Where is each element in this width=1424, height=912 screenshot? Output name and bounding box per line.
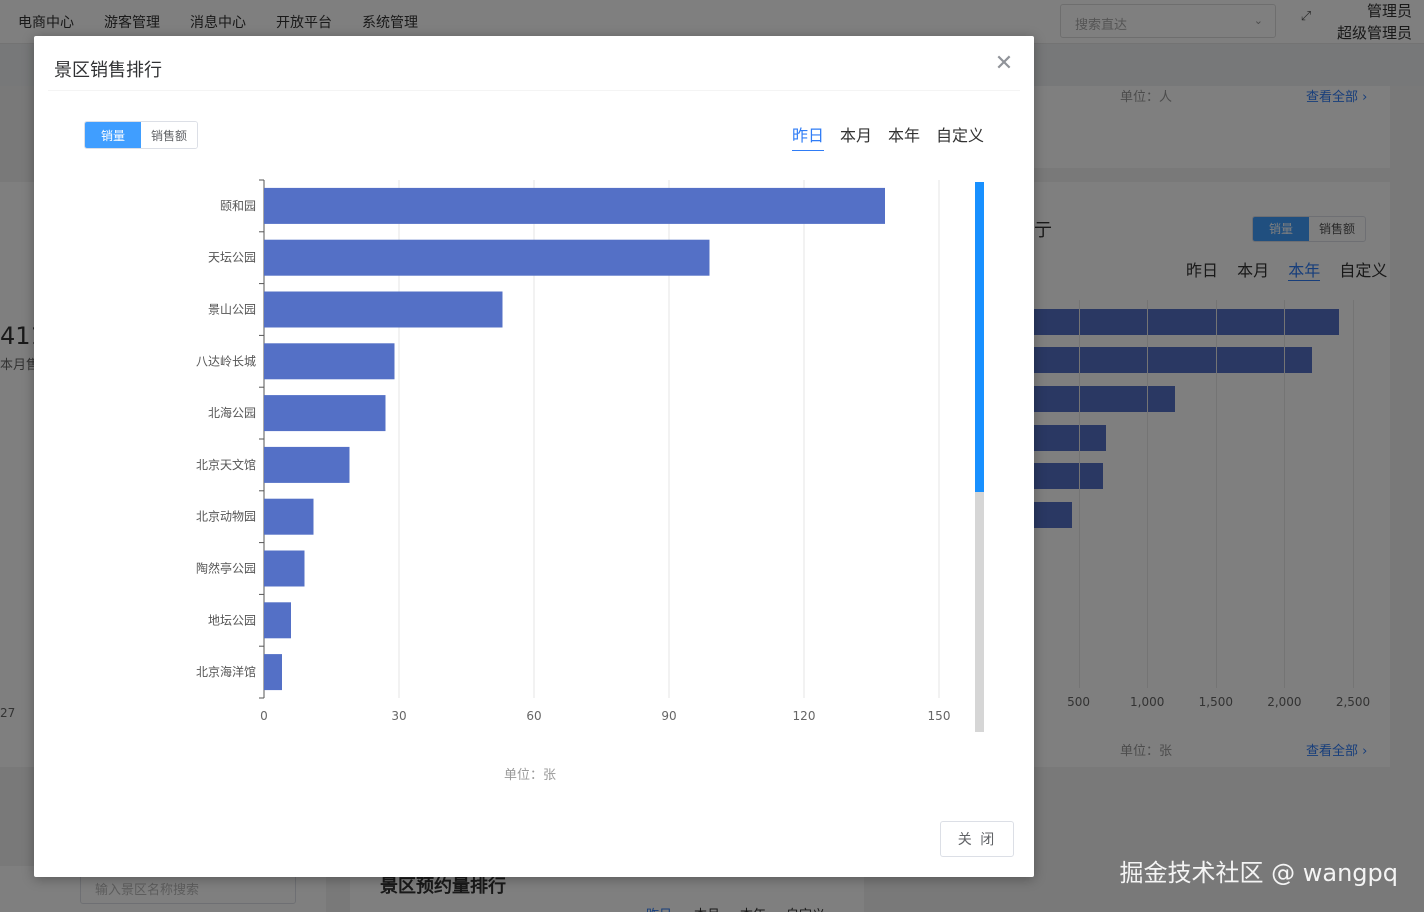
- period-tabs: 昨日 本月 本年 自定义: [791, 122, 984, 151]
- bar: [264, 498, 314, 535]
- sales-ranking-dialog: 景区销售排行 ✕ 销量 销售额 昨日 本月 本年 自定义 0 30 60 90 120 1…: [34, 36, 1034, 877]
- watermark: 掘金技术社区 @ wangpq: [1119, 859, 1398, 887]
- dialog-header: 景区销售排行 ✕: [34, 36, 1034, 92]
- x-tick-label: 150: [928, 709, 951, 723]
- bar: [264, 602, 291, 639]
- bar: [264, 395, 386, 432]
- x-tick-label: 30: [391, 709, 406, 723]
- bar: [264, 343, 395, 380]
- bar: [264, 550, 305, 587]
- period-this-year[interactable]: 本年: [887, 126, 920, 145]
- period-custom[interactable]: 自定义: [935, 126, 984, 145]
- bar: [264, 291, 503, 328]
- y-category-label: 北海公园: [208, 405, 256, 420]
- tab-sales-amount[interactable]: 销售额: [141, 122, 197, 148]
- x-tick-label: 90: [661, 709, 676, 723]
- chart-unit-label: 单位：张: [504, 768, 557, 783]
- chart-datazoom-handle[interactable]: [975, 182, 984, 492]
- bar: [264, 187, 885, 224]
- x-tick-label: 120: [793, 709, 816, 723]
- y-category-label: 北京动物园: [196, 510, 256, 524]
- y-category-label: 陶然亭公园: [196, 561, 256, 576]
- tab-sales-volume[interactable]: 销量: [85, 122, 141, 148]
- y-category-label: 八达岭长城: [196, 354, 256, 368]
- y-category-label: 景山公园: [208, 303, 256, 317]
- y-category-label: 天坛公园: [208, 251, 256, 265]
- y-category-label: 北京海洋馆: [196, 664, 256, 679]
- x-tick-label: 60: [526, 709, 541, 723]
- bar: [264, 446, 350, 483]
- y-category-label: 北京天文馆: [196, 457, 256, 472]
- close-icon[interactable]: ✕: [994, 51, 1014, 76]
- period-yesterday[interactable]: 昨日: [791, 122, 824, 151]
- y-category-label: 颐和园: [220, 199, 256, 213]
- x-tick-label: 0: [260, 709, 268, 723]
- dialog-title: 景区销售排行: [54, 60, 162, 81]
- header-divider: [48, 90, 1020, 91]
- bar: [264, 239, 710, 276]
- bar: [264, 654, 282, 691]
- close-button[interactable]: 关 闭: [940, 821, 1014, 857]
- period-this-month[interactable]: 本月: [839, 126, 872, 145]
- metric-tabs: 销量 销售额: [84, 121, 198, 149]
- y-category-label: 地坛公园: [208, 613, 256, 627]
- sales-ranking-chart: 0 30 60 90 120 150 颐和园天坛公园景山公园八达岭长城北海公园北京天文馆北京…: [196, 179, 951, 723]
